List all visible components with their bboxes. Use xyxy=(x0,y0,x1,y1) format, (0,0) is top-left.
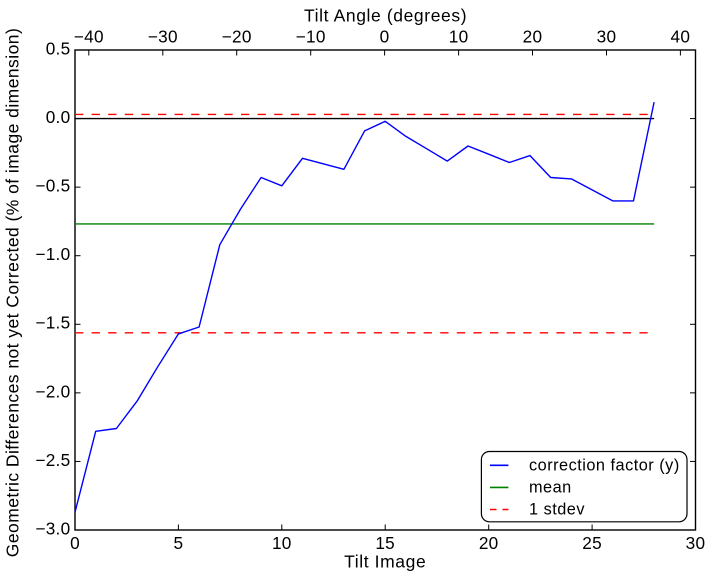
svg-text:−2.0: −2.0 xyxy=(35,381,70,401)
svg-text:−30: −30 xyxy=(148,27,178,47)
svg-text:−2.5: −2.5 xyxy=(35,450,70,470)
svg-text:−1.5: −1.5 xyxy=(35,313,70,333)
svg-text:−20: −20 xyxy=(222,27,252,47)
svg-text:−1.0: −1.0 xyxy=(35,244,70,264)
svg-text:−3.0: −3.0 xyxy=(35,519,70,539)
svg-text:Tilt Angle (degrees): Tilt Angle (degrees) xyxy=(304,6,467,26)
svg-text:0.0: 0.0 xyxy=(46,107,71,127)
svg-text:−40: −40 xyxy=(74,27,104,47)
svg-text:10: 10 xyxy=(272,533,292,553)
svg-text:20: 20 xyxy=(523,27,543,47)
svg-text:correction factor (y): correction factor (y) xyxy=(529,457,680,475)
svg-text:40: 40 xyxy=(671,27,691,47)
svg-text:0.5: 0.5 xyxy=(46,39,71,59)
svg-text:−10: −10 xyxy=(296,27,326,47)
svg-text:1 stdev: 1 stdev xyxy=(529,501,585,519)
svg-text:0: 0 xyxy=(70,533,80,553)
svg-text:Tilt Image: Tilt Image xyxy=(344,551,426,571)
svg-text:0: 0 xyxy=(380,27,390,47)
svg-text:Geometric Differences not yet: Geometric Differences not yet Corrected … xyxy=(3,28,23,557)
svg-text:mean: mean xyxy=(529,479,572,497)
svg-text:20: 20 xyxy=(479,533,499,553)
svg-text:15: 15 xyxy=(375,533,395,553)
svg-text:25: 25 xyxy=(582,533,602,553)
svg-text:−0.5: −0.5 xyxy=(35,176,70,196)
svg-text:30: 30 xyxy=(686,533,706,553)
svg-text:10: 10 xyxy=(449,27,469,47)
svg-text:30: 30 xyxy=(597,27,617,47)
svg-text:5: 5 xyxy=(173,533,183,553)
